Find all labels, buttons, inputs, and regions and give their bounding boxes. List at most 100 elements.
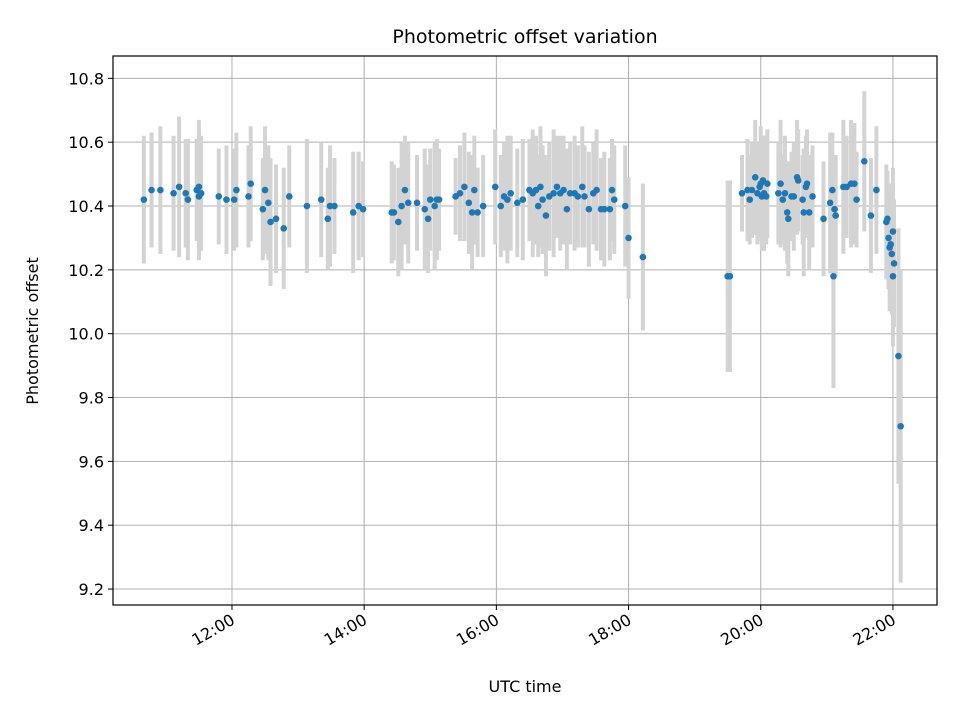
data-point bbox=[860, 158, 868, 165]
data-point bbox=[317, 196, 325, 203]
data-point bbox=[245, 193, 252, 200]
data-point bbox=[794, 177, 802, 184]
data-point bbox=[504, 196, 511, 203]
data-point bbox=[182, 189, 190, 197]
data-point bbox=[435, 196, 443, 203]
data-point bbox=[738, 189, 746, 197]
data-point bbox=[746, 196, 754, 203]
data-point bbox=[539, 196, 546, 203]
data-point bbox=[829, 186, 836, 194]
data-point bbox=[456, 189, 464, 197]
y-tick-label: 10.4 bbox=[68, 197, 104, 216]
data-point bbox=[601, 205, 608, 213]
data-point bbox=[809, 193, 816, 200]
data-point bbox=[395, 218, 402, 226]
data-point bbox=[851, 180, 858, 187]
data-point bbox=[775, 189, 782, 197]
y-tick-label: 10.6 bbox=[68, 133, 104, 152]
y-axis-label: Photometric offset bbox=[23, 257, 42, 405]
data-point bbox=[779, 196, 787, 203]
data-point bbox=[331, 202, 338, 210]
data-point bbox=[413, 199, 421, 207]
data-point bbox=[790, 193, 798, 200]
data-point bbox=[751, 173, 759, 181]
y-tick-label: 9.8 bbox=[79, 389, 104, 408]
data-point bbox=[519, 196, 527, 203]
data-point bbox=[805, 209, 813, 216]
data-point bbox=[175, 183, 183, 191]
data-point bbox=[784, 215, 792, 223]
data-point bbox=[461, 183, 468, 191]
data-point bbox=[748, 186, 756, 194]
data-point bbox=[889, 228, 897, 235]
data-point bbox=[170, 189, 177, 197]
data-point bbox=[888, 250, 896, 258]
data-point bbox=[563, 205, 571, 213]
data-point bbox=[867, 212, 875, 219]
data-point bbox=[777, 180, 784, 187]
y-tick-label: 10.2 bbox=[68, 261, 104, 280]
data-point bbox=[621, 202, 629, 210]
y-tick-label: 10.0 bbox=[68, 325, 104, 344]
data-point bbox=[497, 202, 505, 210]
y-tick-label: 9.4 bbox=[79, 516, 104, 535]
data-point bbox=[184, 196, 192, 203]
data-point bbox=[581, 193, 588, 200]
data-point bbox=[895, 352, 902, 360]
data-point bbox=[215, 193, 223, 200]
data-point bbox=[359, 205, 367, 213]
data-point bbox=[404, 199, 412, 207]
data-point bbox=[537, 183, 544, 191]
data-point bbox=[431, 202, 438, 210]
data-point bbox=[803, 180, 811, 187]
data-point bbox=[885, 234, 892, 242]
data-point bbox=[800, 209, 808, 216]
data-point bbox=[285, 193, 293, 200]
data-point bbox=[820, 215, 827, 223]
y-tick-label: 9.6 bbox=[79, 452, 104, 471]
data-point bbox=[625, 234, 632, 242]
x-axis-label: UTC time bbox=[489, 677, 562, 696]
chart-title: Photometric offset variation bbox=[392, 26, 657, 48]
data-point bbox=[826, 199, 834, 207]
y-axis: 9.2 9.4 9.6 9.8 10.0 10.2 10.4 10.6 10.8 bbox=[68, 69, 113, 599]
data-point bbox=[831, 205, 838, 213]
data-point bbox=[247, 180, 255, 187]
data-point bbox=[553, 183, 561, 191]
data-point bbox=[799, 196, 806, 203]
data-point bbox=[884, 215, 891, 223]
data-point bbox=[259, 205, 267, 213]
data-point bbox=[853, 196, 860, 203]
data-point bbox=[398, 202, 405, 210]
data-point bbox=[593, 186, 600, 194]
data-point bbox=[542, 212, 550, 219]
data-point bbox=[401, 186, 409, 194]
data-point bbox=[230, 196, 238, 203]
data-point bbox=[424, 215, 432, 223]
data-point bbox=[157, 186, 164, 194]
y-tick-label: 9.2 bbox=[79, 580, 104, 599]
data-point bbox=[578, 183, 586, 191]
data-point bbox=[148, 186, 155, 194]
data-point bbox=[267, 218, 274, 226]
data-point bbox=[550, 189, 557, 197]
data-point bbox=[585, 205, 593, 213]
data-point bbox=[468, 209, 476, 216]
data-point bbox=[574, 193, 582, 200]
data-point bbox=[272, 215, 280, 223]
data-point bbox=[280, 225, 288, 232]
data-point bbox=[349, 209, 357, 216]
data-point bbox=[390, 209, 398, 216]
data-point bbox=[265, 199, 272, 207]
data-point bbox=[608, 186, 616, 194]
data-points bbox=[140, 158, 904, 430]
data-point bbox=[195, 183, 203, 191]
data-point bbox=[832, 212, 839, 219]
data-point bbox=[324, 215, 332, 223]
data-point bbox=[479, 202, 487, 210]
data-point bbox=[223, 196, 230, 203]
data-point bbox=[890, 260, 898, 267]
data-point bbox=[261, 186, 269, 194]
data-point bbox=[764, 180, 771, 187]
